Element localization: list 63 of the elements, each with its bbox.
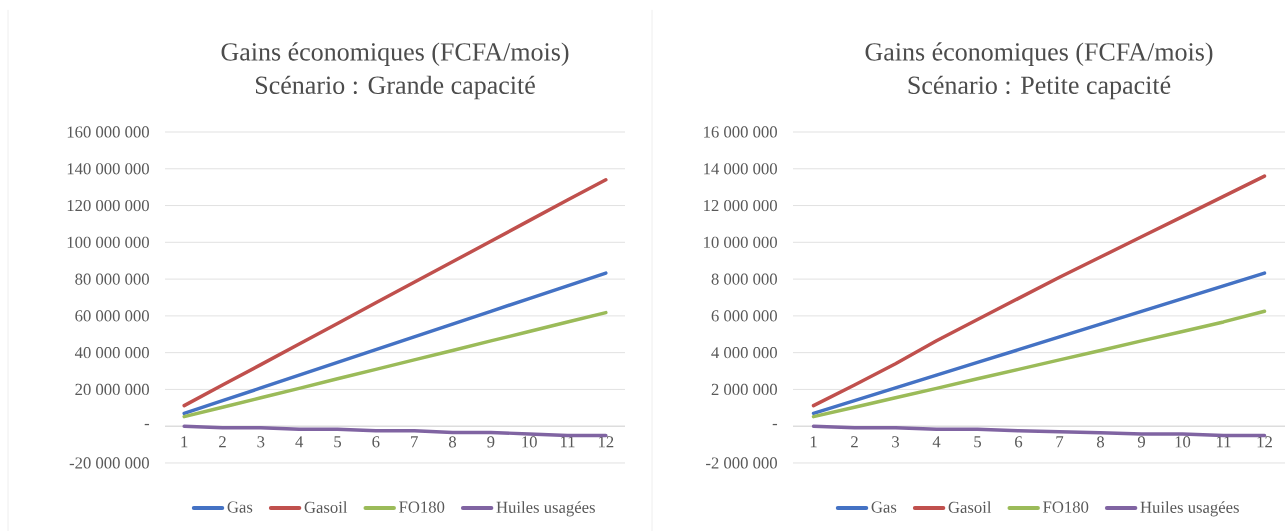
x-tick-label: 9: [487, 436, 495, 448]
legend-label: Huiles usagées: [1140, 501, 1239, 517]
y-tick-label: 100 000 000: [67, 236, 149, 248]
y-tick-label: 20 000 000: [75, 383, 149, 396]
x-tick-label: 5: [334, 436, 342, 448]
legend-label: FO180: [399, 501, 445, 513]
y-tick-label: 10 000 000: [704, 236, 777, 248]
legend-label: Gas: [871, 501, 897, 513]
y-tick-label: 140 000 000: [67, 163, 149, 175]
x-tick-label: 8: [1096, 436, 1105, 448]
y-tick-label: 2 000 000: [711, 383, 777, 396]
legend-label: Gas: [227, 501, 253, 513]
x-tick-label: 10: [1175, 436, 1191, 448]
x-tick-label: 7: [1056, 436, 1064, 448]
chart-title: Gains économiques (FCFA/mois): [221, 42, 569, 66]
line-series: [811, 174, 1267, 408]
x-tick-label: 5: [974, 436, 982, 448]
y-tick-label: 12 000 000: [704, 199, 777, 212]
y-tick-label: 8 000 000: [711, 273, 777, 285]
line-series: [811, 309, 1267, 419]
y-tick-label: 160 000 000: [67, 126, 149, 138]
y-tick-label: 60 000 000: [75, 310, 149, 322]
x-tick-label: 1: [810, 436, 817, 448]
x-tick-label: 3: [892, 436, 900, 448]
line-series: [811, 271, 1267, 416]
x-tick-label: 12: [1257, 436, 1272, 448]
x-tick-label: 3: [257, 436, 265, 448]
legend-label: Huiles usagées: [496, 501, 595, 517]
line-series: [182, 310, 608, 419]
x-tick-label: 1: [181, 436, 188, 448]
y-tick-label: -20 000 000: [69, 457, 149, 469]
legend-label: FO180: [1043, 501, 1089, 513]
legend-label: Gasoil: [948, 501, 992, 513]
x-tick-label: 7: [411, 436, 418, 448]
y-tick-label: -: [772, 423, 778, 426]
y-tick-label: 6 000 000: [711, 310, 777, 322]
chart-subtitle: Scénario : Petite capacité: [908, 75, 1171, 100]
x-tick-label: 4: [932, 436, 941, 448]
x-tick-label: 6: [372, 436, 380, 448]
y-tick-label: 120 000 000: [67, 199, 149, 212]
line-series: [182, 178, 608, 408]
chart-title: Gains économiques (FCFA/mois): [865, 42, 1213, 66]
line-series: [182, 271, 608, 416]
x-tick-label: 6: [1015, 436, 1023, 448]
y-tick-label: -: [144, 423, 150, 426]
y-tick-label: 4 000 000: [711, 347, 777, 359]
y-tick-label: 80 000 000: [75, 273, 149, 285]
legend-label: Gasoil: [304, 501, 348, 513]
y-tick-label: 14 000 000: [704, 163, 777, 175]
chart-subtitle: Scénario : Grande capacité: [255, 75, 535, 100]
x-tick-label: 11: [560, 436, 575, 448]
line-series: [182, 424, 608, 438]
x-tick-label: 12: [598, 436, 614, 448]
x-tick-label: 2: [851, 436, 858, 448]
y-tick-label: 40 000 000: [74, 347, 149, 359]
x-tick-label: 4: [295, 436, 304, 448]
x-tick-label: 2: [219, 436, 226, 448]
x-tick-label: 11: [1216, 436, 1231, 448]
x-tick-label: 8: [448, 436, 457, 448]
x-tick-label: 10: [522, 436, 537, 448]
y-tick-label: 16 000 000: [704, 126, 777, 138]
x-tick-label: 9: [1137, 436, 1145, 448]
y-tick-label: -2 000 000: [706, 457, 777, 469]
